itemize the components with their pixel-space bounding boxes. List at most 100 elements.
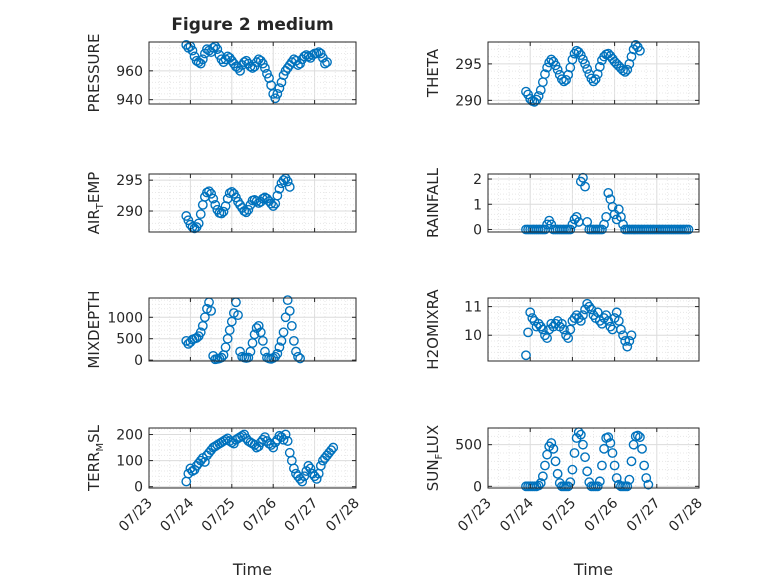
- theta-data-point: [582, 64, 593, 74]
- pressure-ylabel: PRESSURE: [85, 34, 103, 113]
- theta-axes-box: [487, 41, 700, 105]
- sun-flux-data-point: [637, 443, 647, 454]
- terr-msl-data-point: [297, 476, 308, 487]
- air-temp-ytick-label: 290: [116, 204, 143, 220]
- terr-msl-xtick-label: 07/24: [157, 495, 197, 535]
- pressure-data-point: [235, 65, 245, 76]
- mixdepth-data-point: [295, 353, 306, 364]
- air-temp-data-point: [206, 188, 217, 199]
- h2omixra-data-point: [616, 324, 626, 335]
- terr-msl-data-point: [311, 473, 322, 484]
- terr-msl-xtick-label: 07/27: [282, 495, 322, 535]
- terr-msl-ytick-label: 100: [116, 454, 143, 470]
- terr-msl-axes-box: [148, 427, 357, 489]
- pressure-data-point: [220, 54, 231, 65]
- rainfall-data-point: [580, 181, 590, 192]
- mixdepth-ylabel: MIXDEPTH: [85, 290, 103, 368]
- sun-flux-data-point: [548, 443, 559, 454]
- mixdepth-data-point: [282, 295, 293, 306]
- terr-msl-data-point: [220, 434, 231, 445]
- terr-msl-xlabel: Time: [232, 560, 272, 579]
- air-temp-data-point: [202, 187, 212, 198]
- rainfall-data-point: [565, 224, 576, 235]
- pressure-data-point: [208, 42, 219, 53]
- sun-flux-data-point: [622, 481, 633, 492]
- sun-flux-axes-box: [487, 427, 700, 489]
- pressure-data-point: [322, 57, 332, 68]
- theta-ytick-label: 295: [455, 57, 482, 73]
- rainfall-panel: 0 1 2 RAINFALL: [424, 167, 700, 238]
- theta-data-point: [521, 86, 531, 97]
- h2omixra-data-point: [620, 336, 631, 346]
- air-temp-data-point: [204, 186, 214, 197]
- theta-data-point: [540, 69, 550, 79]
- rainfall-data-point: [603, 188, 614, 198]
- sun-flux-data-point: [626, 456, 637, 467]
- rainfall-plot-area: [488, 174, 699, 232]
- pressure-data-point: [255, 55, 266, 66]
- air-temp-data-point: [210, 199, 221, 210]
- mixdepth-data-point: [272, 348, 283, 359]
- h2omixra-series: [521, 298, 637, 361]
- mixdepth-data-point: [243, 352, 254, 363]
- theta-panel: 290 295 THETA: [424, 40, 700, 109]
- terr-msl-data-point: [278, 434, 289, 445]
- rainfall-ylabel: RAINFALL: [424, 167, 442, 238]
- air-temp-ytick-label: 295: [116, 173, 143, 189]
- air-temp-data-point: [251, 196, 262, 207]
- sun-flux-data-point: [580, 452, 590, 463]
- h2omixra-ytick-label: 11: [464, 300, 482, 316]
- air-temp-panel: 290 295 AIRTEMP: [85, 172, 357, 234]
- sun-flux-data-point: [643, 479, 654, 490]
- sun-flux-data-point: [609, 460, 620, 471]
- terr-msl-data-point: [288, 463, 299, 474]
- pressure-data-point: [303, 51, 314, 62]
- mixdepth-data-point: [257, 335, 268, 346]
- h2omixra-panel: 10 11 H2OMIXRA: [424, 289, 700, 370]
- h2omixra-data-point: [584, 301, 595, 312]
- theta-data-point: [573, 47, 584, 58]
- sun-flux-data-point: [597, 460, 607, 471]
- mixdepth-data-point: [278, 327, 289, 338]
- rainfall-ytick-label: 2: [473, 172, 482, 188]
- h2omixra-data-point: [622, 341, 633, 352]
- theta-data-point: [622, 64, 633, 75]
- theta-data-point: [588, 76, 599, 87]
- air-temp-data-point: [216, 208, 227, 219]
- h2omixra-data-point: [575, 316, 586, 326]
- theta-data-point: [552, 64, 563, 75]
- rainfall-data-point: [597, 224, 607, 235]
- h2omixra-data-point: [603, 316, 614, 326]
- h2omixra-data-point: [586, 304, 597, 315]
- sun-flux-data-point: [594, 476, 605, 487]
- h2omixra-data-point: [527, 313, 538, 323]
- terr-msl-panel: 0 100 200 07/23 07/24 07/25 07/26 07/27 07/28 Tim…: [85, 424, 363, 579]
- sun-flux-data-point: [599, 443, 609, 454]
- sun-flux-data-point: [535, 478, 546, 488]
- sun-flux-data-point: [639, 460, 650, 471]
- sun-flux-xtick-label: 07/25: [539, 495, 579, 535]
- air-temp-data-point: [284, 182, 295, 192]
- h2omixra-data-point: [597, 318, 607, 329]
- terr-msl-series: [181, 429, 339, 487]
- h2omixra-data-point: [546, 318, 557, 329]
- pressure-data-point: [260, 63, 270, 73]
- mixdepth-data-point: [195, 327, 206, 338]
- pressure-ytick-label: 940: [116, 93, 143, 109]
- sun-flux-data-point: [641, 473, 652, 483]
- sun-flux-data-point: [632, 430, 643, 441]
- pressure-data-point: [212, 44, 223, 55]
- air-temp-data-point: [243, 204, 254, 215]
- terr-msl-data-point: [328, 442, 339, 453]
- sun-flux-data-point: [603, 432, 614, 443]
- pressure-data-point: [272, 89, 283, 99]
- sun-flux-xtick-label: 07/26: [582, 495, 622, 535]
- pressure-grid: [148, 41, 357, 104]
- mixdepth-data-point: [206, 305, 217, 316]
- terr-msl-data-point: [303, 460, 314, 471]
- h2omixra-axes-box: [487, 297, 700, 362]
- sun-flux-xtick-label: 07/24: [497, 495, 537, 535]
- rainfall-data-point: [601, 211, 612, 222]
